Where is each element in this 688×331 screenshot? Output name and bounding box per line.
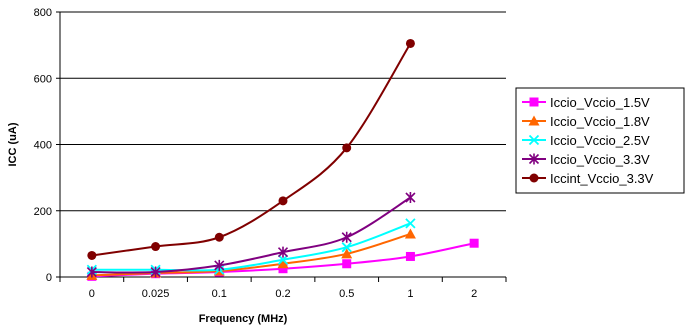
legend-marker — [529, 97, 539, 107]
x-tick-label: 0.5 — [339, 288, 354, 300]
y-tick-label: 0 — [46, 272, 52, 284]
data-point — [214, 232, 224, 242]
series-group — [86, 38, 479, 281]
data-point — [86, 266, 97, 278]
data-point — [278, 264, 288, 274]
legend-label: Iccint_Vccio_3.3V — [550, 171, 654, 186]
y-tick-label: 600 — [34, 73, 52, 85]
x-tick-label: 2 — [471, 288, 477, 300]
legend-item: Iccio_Vccio_1.8V — [522, 114, 650, 129]
legend-marker — [528, 115, 540, 126]
data-point — [405, 251, 415, 261]
data-point — [150, 266, 161, 278]
y-tick-labels: 0 200 400 600 800 — [34, 7, 52, 284]
y-tick-label: 200 — [34, 206, 52, 218]
data-point — [342, 259, 352, 269]
legend-item: Iccio_Vccio_3.3V — [522, 152, 650, 167]
legend-item: Iccio_Vccio_2.5V — [522, 133, 650, 148]
series-Iccio_Vccio_3.3V — [86, 192, 416, 278]
x-tick-labels: 0 0.025 0.1 0.2 0.5 1 2 — [59, 277, 507, 300]
data-point — [405, 38, 415, 48]
x-axis-title: Frequency (MHz) — [199, 313, 288, 325]
data-point — [277, 254, 289, 265]
data-point — [278, 196, 288, 206]
data-point — [214, 259, 225, 271]
y-axis-title: ICC (uA) — [7, 122, 19, 166]
data-point — [277, 246, 289, 258]
legend-item: Iccint_Vccio_3.3V — [522, 171, 654, 186]
legend-label: Iccio_Vccio_1.8V — [550, 114, 650, 129]
legend-marker — [528, 134, 540, 146]
legend-label: Iccio_Vccio_3.3V — [550, 152, 650, 167]
x-tick-label: 0 — [89, 288, 95, 300]
series-Iccint_Vccio_3.3V — [87, 38, 415, 260]
legend: Iccio_Vccio_1.5V Iccio_Vccio_1.8V Iccio_Vc… — [515, 87, 685, 194]
data-point — [404, 228, 416, 239]
legend-label: Iccio_Vccio_2.5V — [550, 133, 650, 148]
series-line — [91, 42, 412, 257]
data-point — [342, 143, 352, 153]
y-tick-label: 400 — [34, 140, 52, 152]
x-tick-label: 1 — [407, 288, 413, 300]
x-tick-label: 0.025 — [142, 288, 170, 300]
data-point — [469, 238, 479, 248]
legend-marker — [528, 153, 540, 165]
data-point — [151, 242, 161, 252]
data-point — [341, 248, 353, 259]
x-tick-label: 0.2 — [275, 288, 290, 300]
data-point — [341, 242, 352, 253]
data-point — [341, 231, 352, 243]
gridlines — [56, 11, 506, 278]
series-line — [91, 222, 411, 272]
legend-label: Iccio_Vccio_1.5V — [550, 95, 650, 110]
data-point — [87, 250, 97, 260]
data-point — [405, 192, 416, 203]
data-point — [277, 258, 289, 269]
legend-marker — [529, 173, 539, 183]
y-tick-label: 800 — [34, 7, 52, 19]
axes — [59, 12, 506, 278]
data-point — [405, 218, 416, 229]
legend-item: Iccio_Vccio_1.5V — [522, 95, 650, 110]
x-tick-label: 0.1 — [212, 288, 227, 300]
